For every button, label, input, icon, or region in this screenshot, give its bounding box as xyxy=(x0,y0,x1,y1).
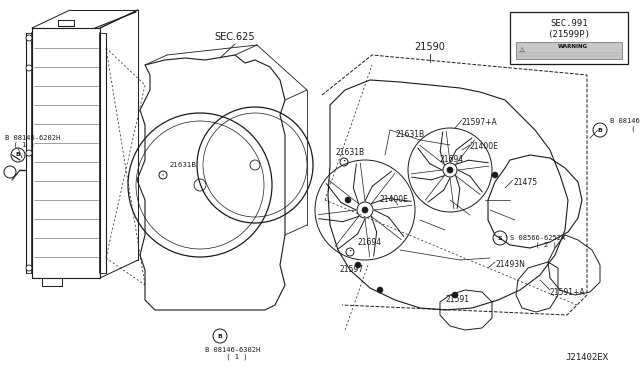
Text: 21597: 21597 xyxy=(340,265,364,274)
Text: B: B xyxy=(218,334,223,339)
Text: B 08146-6302H
     ( 1 ): B 08146-6302H ( 1 ) xyxy=(610,118,640,131)
Text: SEC.625: SEC.625 xyxy=(214,32,255,42)
FancyBboxPatch shape xyxy=(516,42,622,59)
Circle shape xyxy=(355,262,361,268)
Text: ·: · xyxy=(342,157,346,167)
Text: B: B xyxy=(15,153,20,157)
Circle shape xyxy=(345,197,351,203)
Text: 21590: 21590 xyxy=(415,42,445,52)
Circle shape xyxy=(447,167,453,173)
Circle shape xyxy=(26,35,32,41)
Text: S: S xyxy=(498,235,502,241)
Text: 21631B: 21631B xyxy=(396,130,425,139)
Text: B 08146-6302H
     ( 1 ): B 08146-6302H ( 1 ) xyxy=(205,347,260,360)
Text: 21694: 21694 xyxy=(358,238,382,247)
Text: B: B xyxy=(598,128,602,132)
Text: J21402EX: J21402EX xyxy=(565,353,608,362)
Circle shape xyxy=(26,265,32,271)
Text: 21493N: 21493N xyxy=(495,260,525,269)
Text: ⚠: ⚠ xyxy=(519,47,525,53)
Text: SEC.991: SEC.991 xyxy=(550,19,588,28)
FancyBboxPatch shape xyxy=(510,12,628,64)
Text: *: * xyxy=(162,173,164,177)
Text: ·: · xyxy=(348,247,351,257)
Text: 21400E: 21400E xyxy=(380,195,409,204)
Circle shape xyxy=(452,292,458,298)
Text: 21591: 21591 xyxy=(445,295,469,304)
Circle shape xyxy=(377,287,383,293)
Text: WARNING: WARNING xyxy=(558,45,588,49)
Text: S 08566-6252A
      ( 2 ): S 08566-6252A ( 2 ) xyxy=(510,235,565,248)
Text: 21631B: 21631B xyxy=(170,162,197,168)
Text: 21597+A: 21597+A xyxy=(462,118,498,127)
Text: 21400E: 21400E xyxy=(470,142,499,151)
Circle shape xyxy=(362,207,368,213)
Text: 21631B: 21631B xyxy=(336,148,365,157)
Text: 21694: 21694 xyxy=(440,155,464,164)
Text: 21591+A: 21591+A xyxy=(550,288,586,297)
Circle shape xyxy=(492,172,498,178)
Text: (21599P): (21599P) xyxy=(547,29,591,38)
Text: B 08146-6202H
  ( 1 ): B 08146-6202H ( 1 ) xyxy=(5,135,60,148)
Circle shape xyxy=(26,150,32,156)
Text: 21475: 21475 xyxy=(513,178,537,187)
Circle shape xyxy=(26,65,32,71)
